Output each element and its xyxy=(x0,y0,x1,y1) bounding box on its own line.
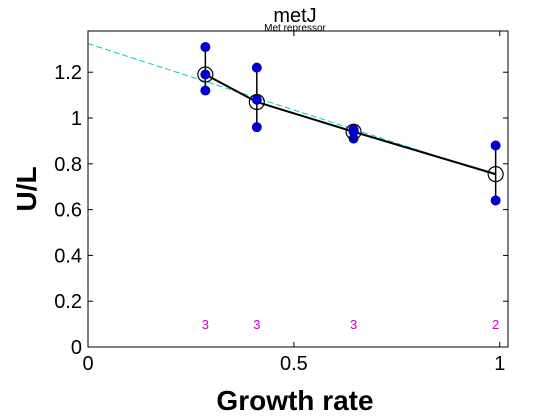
y-tick-label: 0 xyxy=(71,337,82,359)
replicate-point xyxy=(200,85,211,96)
y-tick-label: 1.2 xyxy=(54,62,82,84)
replicate-count-label: 3 xyxy=(253,317,260,332)
replicate-point xyxy=(251,122,262,133)
y-tick-label: 1 xyxy=(71,108,82,130)
series-layer xyxy=(197,42,504,206)
replicate-point xyxy=(348,133,359,144)
y-axis-label: U/L xyxy=(11,166,42,211)
y-tick-label: 0.4 xyxy=(54,245,82,267)
x-axis-label: Growth rate xyxy=(216,385,373,416)
plot-frame xyxy=(87,30,509,348)
replicate-point xyxy=(200,69,211,80)
tick-layer: 0 0.5 1 0 0.2 0.4 0.6 0.8 1 1.2 xyxy=(54,31,508,375)
mean-marker xyxy=(487,166,504,183)
x-tick-label: 1 xyxy=(494,353,505,375)
replicate-point xyxy=(251,94,262,105)
x-tick-label: 0 xyxy=(82,353,93,375)
mean-marker xyxy=(248,93,265,111)
y-tick-label: 0.8 xyxy=(54,154,82,176)
mean-marker xyxy=(197,66,214,83)
y-tick-label: 0.6 xyxy=(54,200,82,222)
chart-subtitle: Met repressor xyxy=(264,23,326,34)
x-tick-label: 0.5 xyxy=(280,353,308,375)
replicate-point xyxy=(251,62,262,73)
plot-area xyxy=(88,31,508,347)
count-layer: 3 3 3 2 xyxy=(202,317,500,332)
mean-line xyxy=(204,73,496,176)
y-tick-label: 0.2 xyxy=(54,291,82,313)
chart-title: metJ xyxy=(273,5,316,27)
replicate-point xyxy=(200,42,211,53)
replicate-point xyxy=(490,195,501,206)
replicate-count-label: 3 xyxy=(202,317,209,332)
replicate-count-label: 2 xyxy=(492,317,499,332)
replicate-point xyxy=(490,140,501,151)
mean-marker xyxy=(345,123,362,140)
replicate-count-label: 3 xyxy=(350,317,357,332)
